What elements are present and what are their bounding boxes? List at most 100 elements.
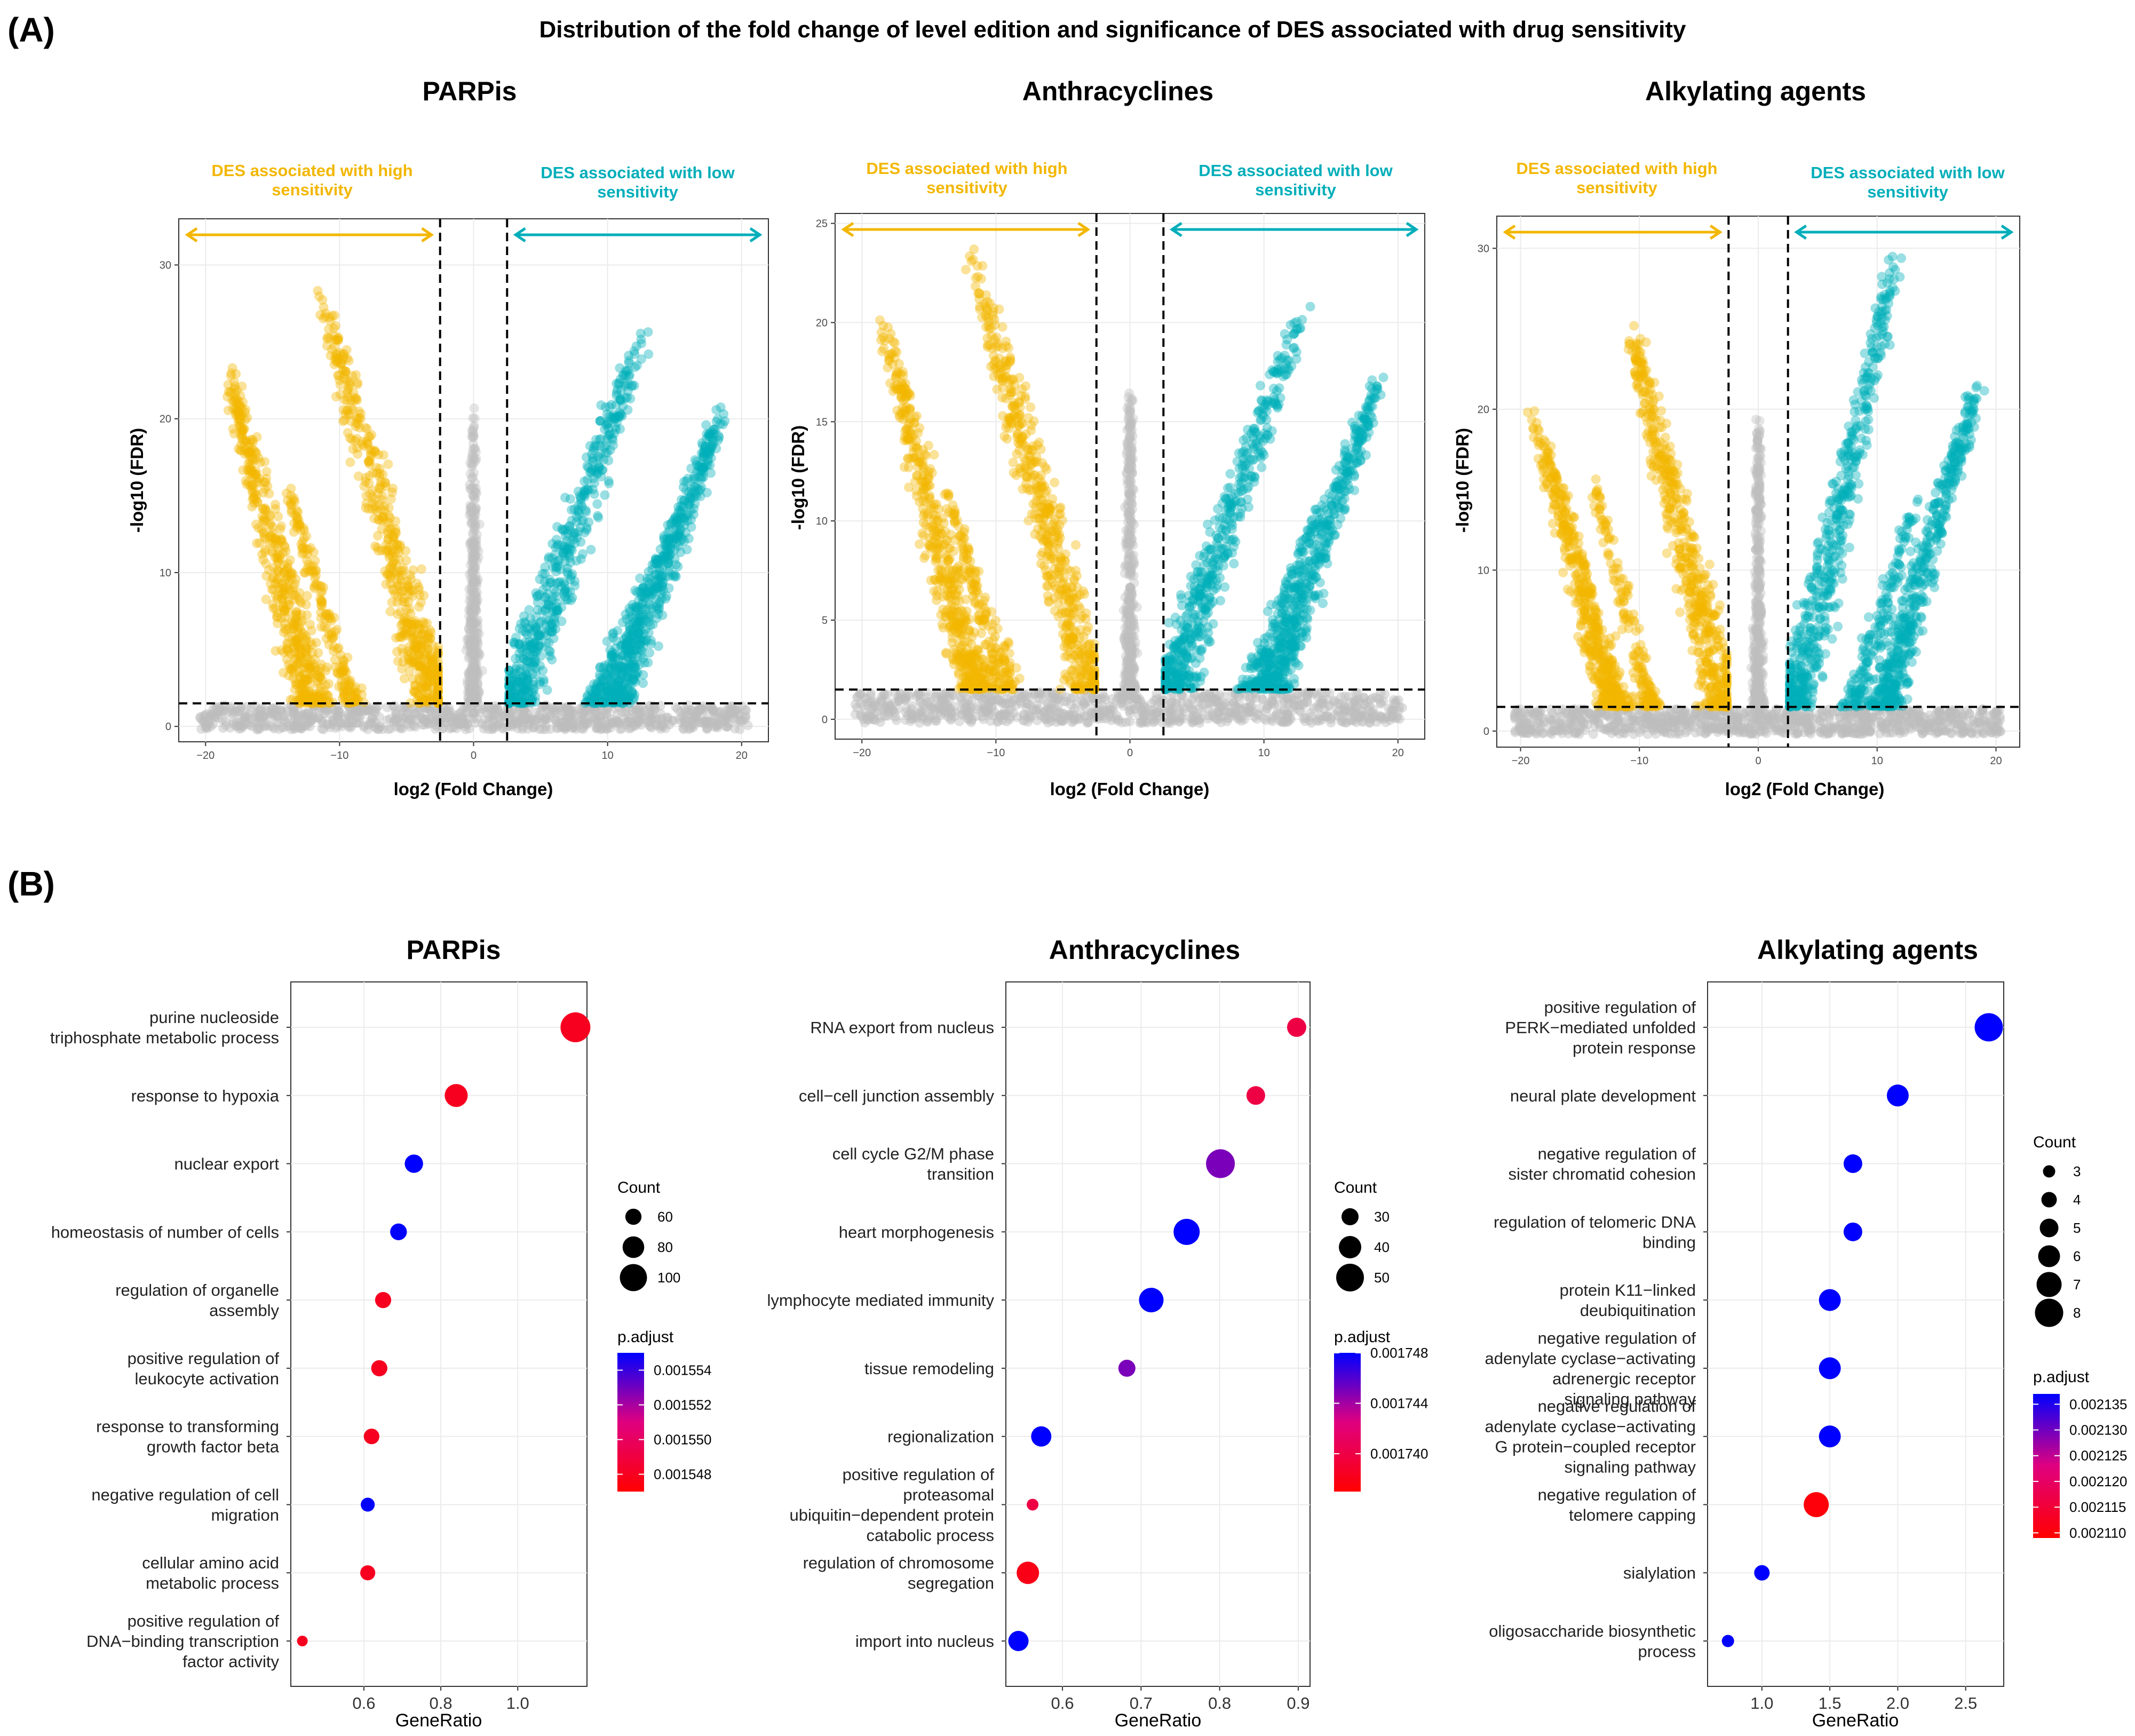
point-ns xyxy=(636,710,646,720)
point-high xyxy=(919,530,929,541)
point-low xyxy=(632,360,642,370)
point-high xyxy=(273,556,283,566)
point-ns xyxy=(633,717,644,727)
point-ns xyxy=(615,724,625,734)
point-ns xyxy=(305,712,315,722)
point-ns xyxy=(877,694,887,704)
point-low xyxy=(526,640,536,650)
point-ns xyxy=(638,714,648,724)
point-high xyxy=(316,596,327,606)
point-high xyxy=(414,640,424,651)
point-ns xyxy=(692,713,702,723)
point-ns xyxy=(523,718,534,728)
point-ns xyxy=(256,703,266,714)
point-ns xyxy=(602,719,613,730)
point-high xyxy=(366,449,376,459)
point-ns xyxy=(590,704,600,715)
point-high xyxy=(252,490,262,500)
volcano-plot-anthracyclines: Anthracyclines DES associated with high … xyxy=(788,76,1425,799)
point-ns xyxy=(467,665,478,675)
point-high xyxy=(233,396,243,406)
point-high xyxy=(393,656,403,667)
point-high xyxy=(236,434,247,444)
point-ns xyxy=(318,716,328,726)
point-high xyxy=(401,556,411,566)
point-low xyxy=(651,594,661,604)
point-low xyxy=(678,501,688,511)
data-points xyxy=(195,286,753,734)
point-ns xyxy=(601,722,611,732)
point-high xyxy=(313,670,323,680)
point-ns xyxy=(352,704,362,715)
point-ns xyxy=(680,718,690,728)
point-ns xyxy=(1336,692,1346,702)
point-low xyxy=(634,587,645,597)
point-high xyxy=(404,641,415,652)
point-high xyxy=(261,594,271,605)
point-ns xyxy=(1382,712,1392,722)
point-ns xyxy=(488,704,498,714)
point-low xyxy=(620,697,630,707)
point-high xyxy=(261,466,272,477)
point-ns xyxy=(489,704,499,714)
point-low xyxy=(518,683,528,693)
point-high xyxy=(315,310,326,320)
point-ns xyxy=(580,716,590,726)
point-high xyxy=(253,453,264,463)
point-low xyxy=(629,645,639,655)
point-low xyxy=(638,670,648,680)
point-ns xyxy=(286,724,296,734)
point-ns xyxy=(1287,693,1297,703)
annotation-low-line1: DES associated with low xyxy=(541,163,735,182)
point-ns xyxy=(574,715,584,725)
point-ns xyxy=(711,720,721,731)
point-ns xyxy=(404,715,414,725)
point-ns xyxy=(267,704,277,714)
point-low xyxy=(689,487,700,497)
point-high xyxy=(418,628,428,638)
point-high xyxy=(929,450,939,460)
point-ns xyxy=(469,403,479,413)
point-ns xyxy=(1334,706,1344,716)
point-ns xyxy=(328,716,338,726)
point-low xyxy=(614,378,624,388)
point-ns xyxy=(578,718,589,728)
point-ns xyxy=(1150,709,1160,719)
point-high xyxy=(404,667,415,677)
point-high xyxy=(272,575,282,585)
point-ns xyxy=(354,713,364,723)
point-low xyxy=(509,669,519,679)
point-ns xyxy=(589,713,599,723)
point-ns xyxy=(470,505,480,515)
point-ns xyxy=(689,713,700,723)
point-ns xyxy=(1268,712,1279,722)
point-ns xyxy=(578,722,589,732)
point-high xyxy=(347,371,358,381)
point-low xyxy=(588,485,598,495)
point-ns xyxy=(518,722,528,732)
point-low xyxy=(615,363,625,373)
point-ns xyxy=(663,712,673,723)
point-ns xyxy=(204,717,215,727)
point-ns xyxy=(566,714,576,724)
point-ns xyxy=(531,708,541,718)
point-ns xyxy=(272,704,282,715)
point-ns xyxy=(596,711,606,721)
x-tick-label: 0 xyxy=(471,750,477,762)
point-ns xyxy=(1101,714,1112,724)
point-ns xyxy=(485,716,495,726)
point-high xyxy=(392,597,402,607)
point-ns xyxy=(563,712,573,723)
point-ns xyxy=(321,706,331,716)
point-ns xyxy=(421,703,431,714)
point-ns xyxy=(352,718,362,728)
point-ns xyxy=(373,724,383,734)
point-high xyxy=(260,547,270,557)
point-low xyxy=(602,434,613,444)
x-axis-title: log2 (Fold Change) xyxy=(394,779,553,799)
point-high xyxy=(357,689,367,700)
point-ns xyxy=(633,704,644,715)
point-ns xyxy=(267,703,277,714)
point-ns xyxy=(212,708,222,718)
point-ns xyxy=(228,719,239,729)
